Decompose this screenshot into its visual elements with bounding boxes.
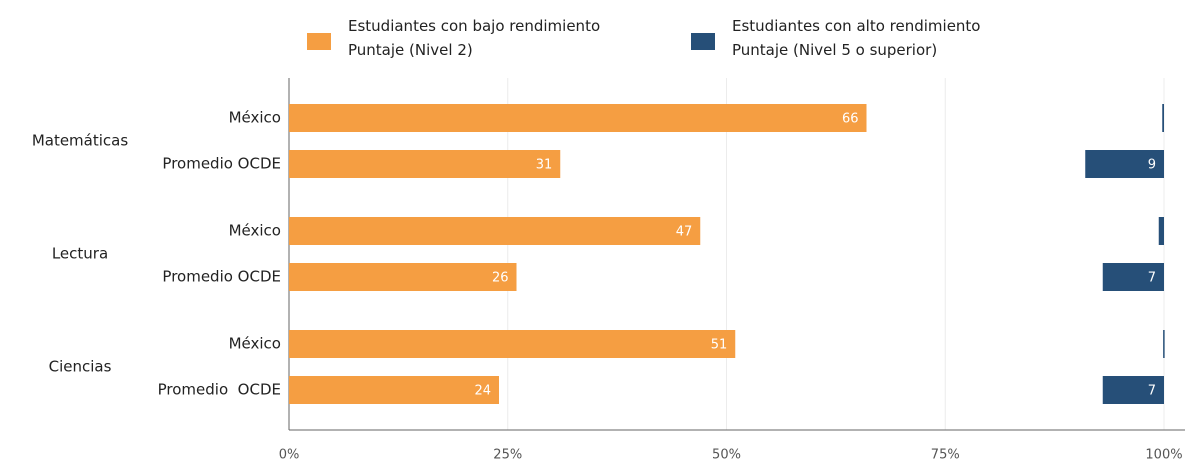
bar xyxy=(1085,150,1164,178)
category-label: México xyxy=(229,222,281,240)
legend-label: Estudiantes con alto rendimiento Puntaje … xyxy=(732,17,980,59)
group-label: Ciencias xyxy=(49,358,112,376)
category-label: México xyxy=(229,335,281,353)
bar xyxy=(1162,104,1164,132)
bar xyxy=(1102,263,1164,291)
x-tick-label: 25% xyxy=(493,448,522,463)
bar xyxy=(289,376,499,404)
bar xyxy=(289,104,867,132)
category-label: Promedio OCDE xyxy=(162,268,281,286)
category-label: Promedio OCDE xyxy=(158,381,281,399)
value-label: 51 xyxy=(711,338,728,353)
bar xyxy=(289,330,736,358)
value-label: 7 xyxy=(1148,271,1156,286)
value-label: 66 xyxy=(842,112,859,127)
bar xyxy=(289,263,517,291)
value-label: 7 xyxy=(1148,384,1156,399)
group-label: Matemáticas xyxy=(32,132,129,150)
value-label: 26 xyxy=(492,271,509,286)
value-label: 9 xyxy=(1148,158,1156,173)
x-tick-label: 100% xyxy=(1145,448,1182,463)
group-label: Lectura xyxy=(52,245,108,263)
x-tick-label: 75% xyxy=(931,448,960,463)
value-label: 31 xyxy=(536,158,553,173)
value-label: 24 xyxy=(474,384,491,399)
legend-swatch xyxy=(307,33,331,50)
legend-label: Estudiantes con bajo rendimiento Puntaje … xyxy=(348,17,600,59)
category-label: México xyxy=(229,109,281,127)
bar xyxy=(289,150,561,178)
category-label: Promedio OCDE xyxy=(162,155,281,173)
bar xyxy=(1158,217,1164,245)
value-label: 47 xyxy=(676,225,693,240)
x-tick-label: 50% xyxy=(712,448,741,463)
bar xyxy=(1163,330,1165,358)
bar xyxy=(289,217,701,245)
bar xyxy=(1102,376,1164,404)
legend-swatch xyxy=(691,33,715,50)
x-tick-label: 0% xyxy=(279,448,300,463)
